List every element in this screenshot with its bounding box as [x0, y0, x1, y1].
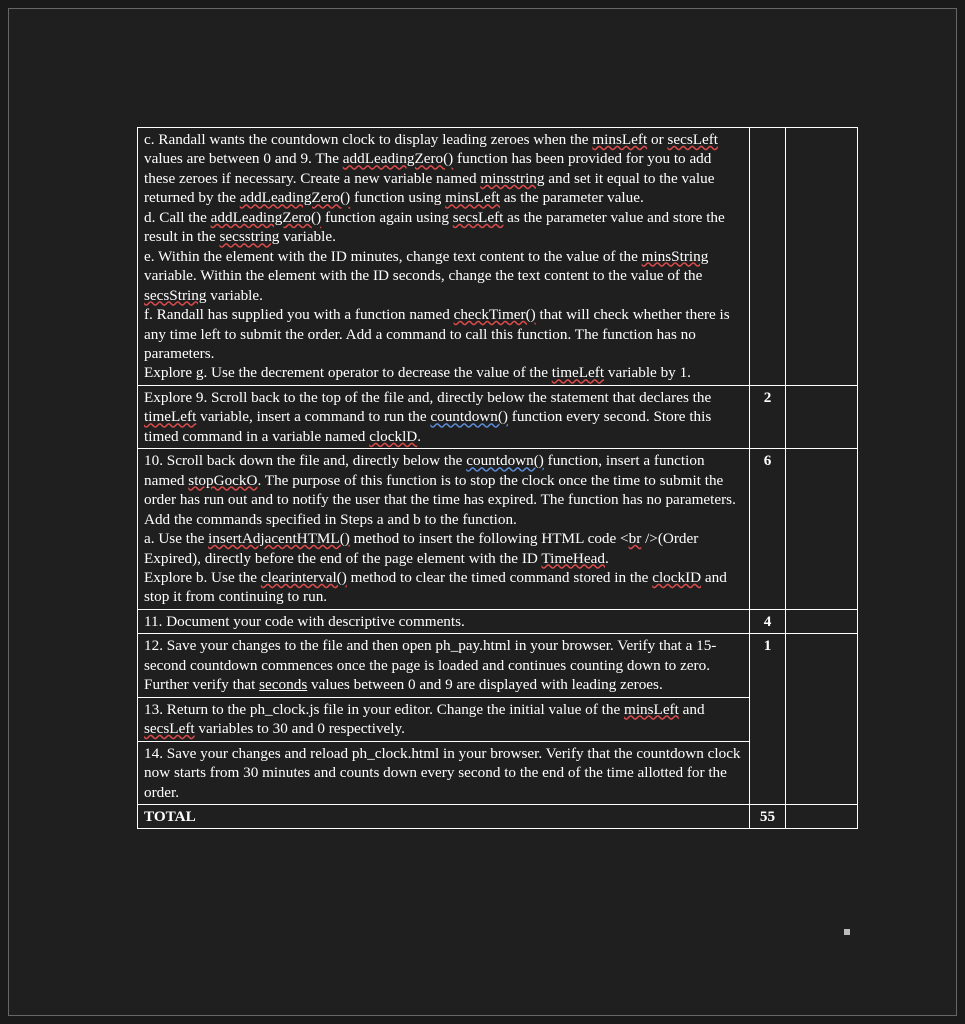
points-cell: 4 — [750, 609, 786, 633]
instruction-cell: 14. Save your changes and reload ph_cloc… — [138, 741, 750, 804]
points-cell: 6 — [750, 449, 786, 610]
extra-cell — [786, 385, 858, 448]
extra-cell — [786, 609, 858, 633]
instruction-cell: 10. Scroll back down the file and, direc… — [138, 449, 750, 610]
points-cell: 2 — [750, 385, 786, 448]
table-row: Explore 9. Scroll back to the top of the… — [138, 385, 858, 448]
table-row: 10. Scroll back down the file and, direc… — [138, 449, 858, 610]
page-frame: c. Randall wants the countdown clock to … — [8, 8, 957, 1016]
points-cell: 1 — [750, 634, 786, 805]
instruction-cell: 11. Document your code with descriptive … — [138, 609, 750, 633]
extra-cell — [786, 634, 858, 805]
table-row: 11. Document your code with descriptive … — [138, 609, 858, 633]
points-cell — [750, 128, 786, 386]
instruction-cell: TOTAL — [138, 804, 750, 828]
extra-cell — [786, 128, 858, 386]
extra-cell — [786, 449, 858, 610]
points-cell: 55 — [750, 804, 786, 828]
table-body: c. Randall wants the countdown clock to … — [138, 128, 858, 829]
extra-cell — [786, 804, 858, 828]
table-row: c. Randall wants the countdown clock to … — [138, 128, 858, 386]
table-row: 12. Save your changes to the file and th… — [138, 634, 858, 697]
instruction-cell: c. Randall wants the countdown clock to … — [138, 128, 750, 386]
instructions-table: c. Randall wants the countdown clock to … — [137, 127, 858, 829]
instruction-cell: Explore 9. Scroll back to the top of the… — [138, 385, 750, 448]
table-row: TOTAL55 — [138, 804, 858, 828]
instruction-cell: 13. Return to the ph_clock.js file in yo… — [138, 697, 750, 741]
resize-handle — [844, 929, 850, 935]
instruction-cell: 12. Save your changes to the file and th… — [138, 634, 750, 697]
